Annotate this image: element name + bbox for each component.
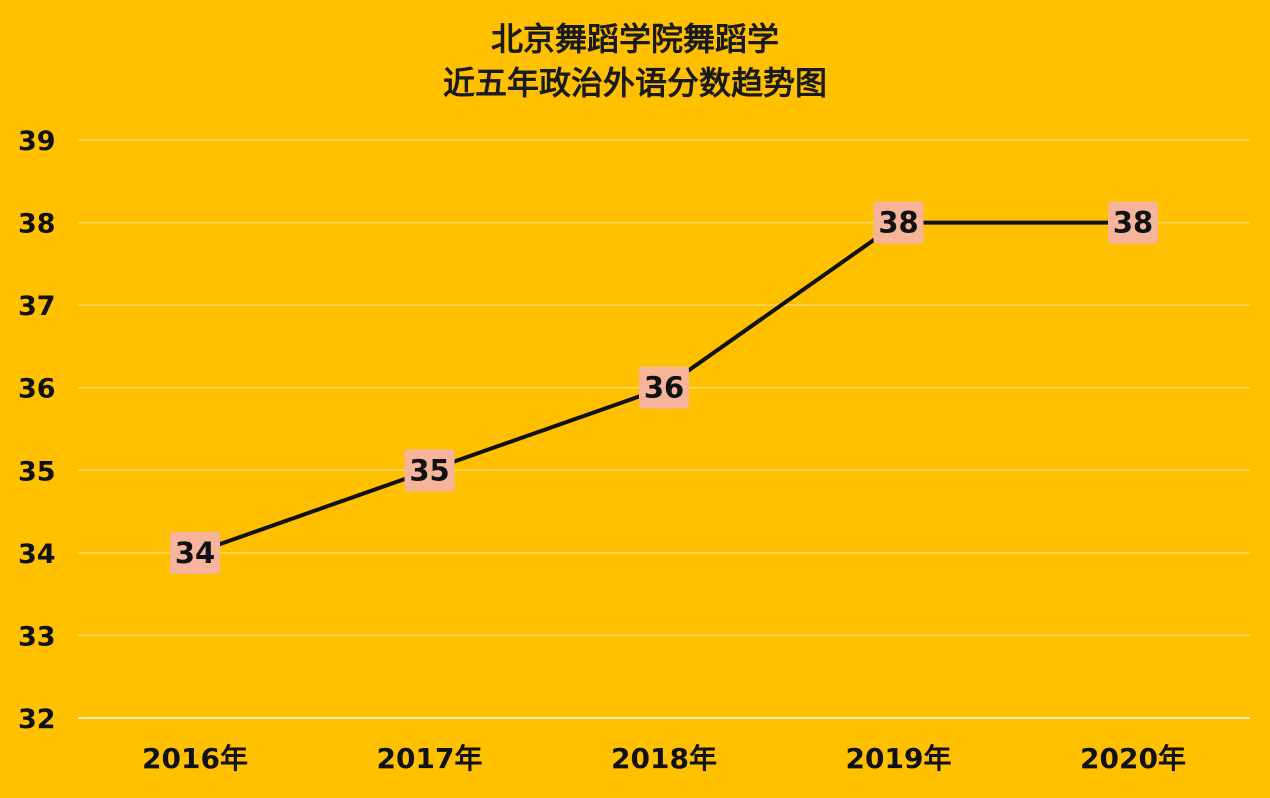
x-tick-label: 2018年: [611, 742, 717, 775]
data-label: 35: [409, 453, 449, 487]
y-tick-label: 38: [18, 209, 56, 240]
y-tick-label: 34: [18, 539, 56, 570]
y-tick-label: 33: [18, 621, 56, 652]
data-label-box: [404, 449, 455, 492]
chart-title: 北京舞蹈学院舞蹈学 近五年政治外语分数趋势图: [443, 20, 827, 102]
y-axis: 32 33 34 35 36 37 38 39: [18, 126, 56, 735]
chart-title-line-1: 北京舞蹈学院舞蹈学: [491, 20, 779, 58]
data-label-box: [1108, 201, 1158, 244]
data-label-box: [873, 201, 924, 244]
data-label: 38: [1113, 206, 1153, 240]
gridlines: [78, 139, 1250, 637]
x-axis: 2016年 2017年 2018年 2019年 2020年: [78, 717, 1250, 775]
data-label: 34: [175, 536, 215, 570]
y-tick-label: 32: [18, 704, 56, 735]
data-label-box: [170, 531, 220, 574]
x-tick-label: 2020年: [1080, 742, 1186, 775]
data-label-box: [639, 366, 689, 409]
data-point: 38: [873, 201, 924, 244]
y-tick-label: 35: [18, 456, 56, 487]
x-tick-label: 2019年: [846, 742, 952, 775]
data-point: 38: [1108, 201, 1158, 244]
data-labels: 34 35 36 38 38: [170, 201, 1158, 574]
y-tick-label: 36: [18, 374, 56, 405]
x-tick-label: 2017年: [377, 742, 483, 775]
x-tick-label: 2016年: [142, 742, 248, 775]
y-tick-label: 39: [18, 126, 56, 157]
y-tick-label: 37: [18, 291, 56, 322]
data-point: 35: [404, 449, 455, 492]
data-point: 34: [170, 531, 220, 574]
data-point: 36: [639, 366, 689, 409]
chart-title-line-2: 近五年政治外语分数趋势图: [443, 64, 827, 102]
data-label: 38: [878, 206, 918, 240]
data-label: 36: [644, 371, 684, 405]
